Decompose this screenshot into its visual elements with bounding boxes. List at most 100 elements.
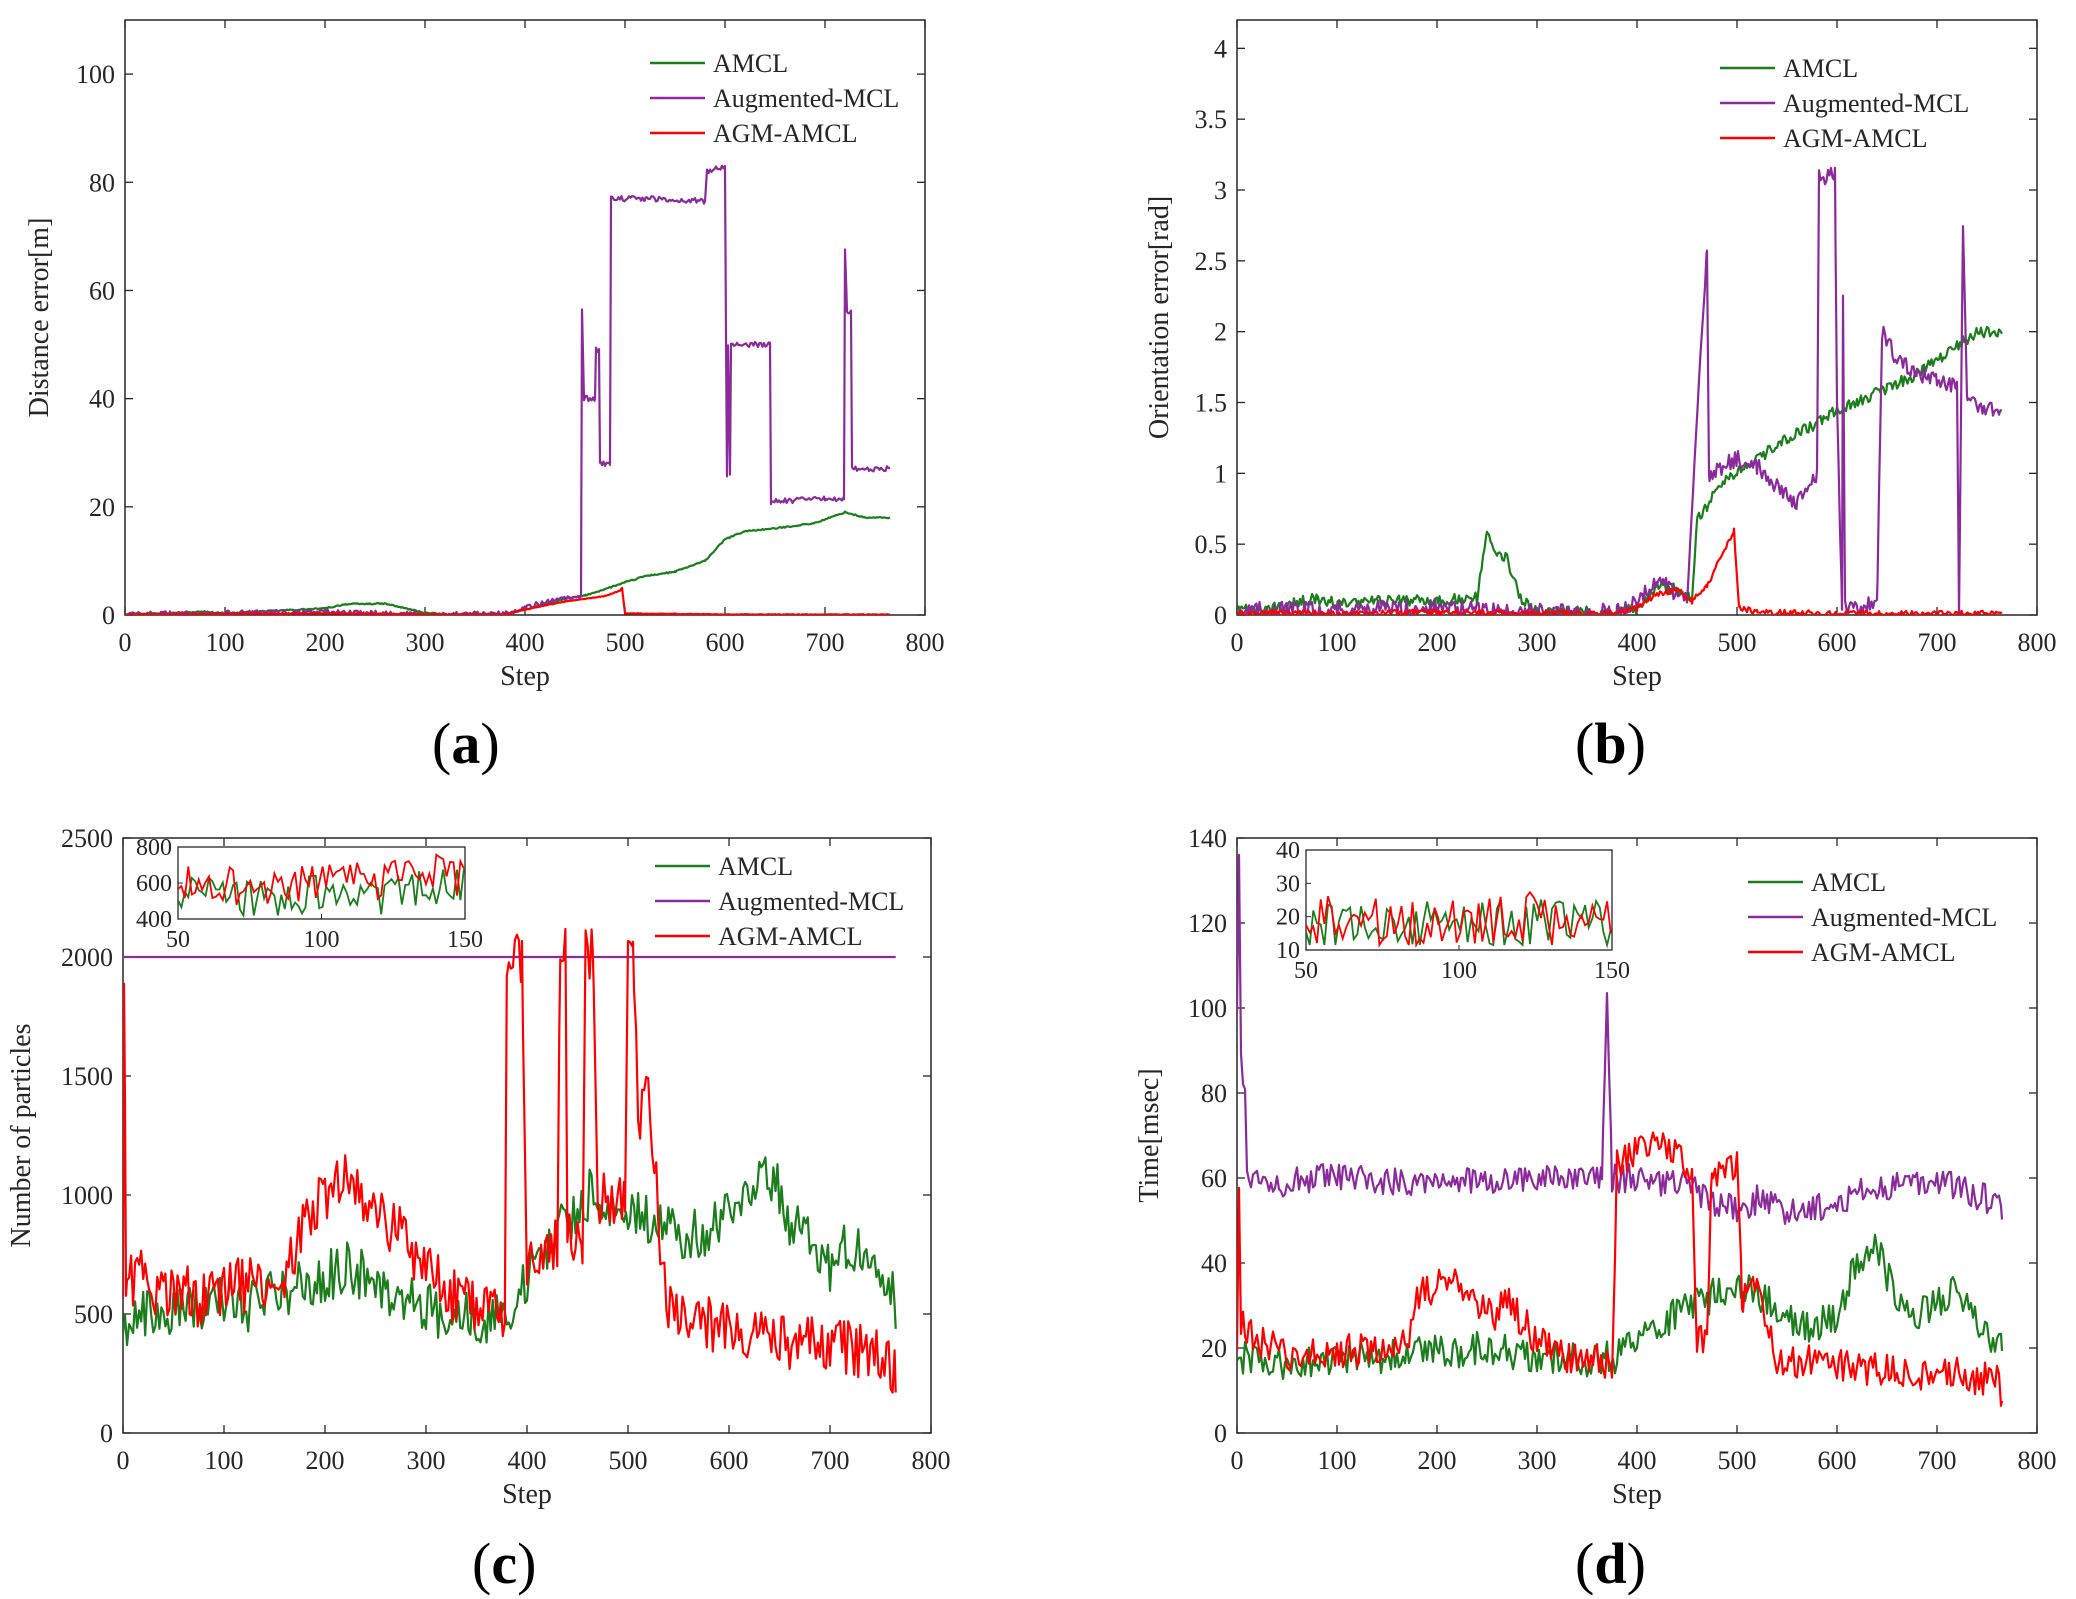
panel-label-b: (b) — [1575, 711, 1646, 776]
y-tick-label: 60 — [89, 276, 115, 305]
inset-series-line-agm-amcl — [1306, 890, 1612, 949]
legend-entry: AGM-AMCL — [1783, 124, 1927, 153]
y-tick-label: 500 — [74, 1300, 113, 1329]
chart-b: 0 100 200 300 400 500 600 700 800 0 0.5 1 1.5 2 2.5 3 3.… — [1144, 19, 2057, 692]
y-tick-label: 2 — [1214, 318, 1227, 347]
y-tick-label: 100 — [1188, 994, 1227, 1023]
x-tick-label: 200 — [306, 628, 345, 657]
x-tick-label: 800 — [2018, 1446, 2057, 1475]
legend-entry: AMCL — [1783, 54, 1858, 83]
x-tick-label: 600 — [1818, 628, 1857, 657]
x-tick-label: 500 — [1718, 628, 1757, 657]
x-tick-label: 300 — [406, 628, 445, 657]
y-tick-label: 0 — [102, 601, 115, 630]
y-tick-label: 1000 — [61, 1181, 113, 1210]
y-axis-label: Number of particles — [6, 1024, 37, 1248]
y-tick-label: 0.5 — [1195, 530, 1228, 559]
inset-series-line-amcl — [1306, 896, 1612, 949]
y-tick-label: 20 — [89, 493, 115, 522]
panel-label-c: (c) — [472, 1531, 537, 1596]
inset-x-tick-label: 150 — [447, 927, 483, 953]
y-axis-label: Time[msec] — [1134, 1068, 1165, 1202]
plot-area-a — [124, 19, 926, 616]
legend-entry: AMCL — [713, 49, 788, 78]
y-tick-label: 40 — [1201, 1249, 1227, 1278]
x-tick-label: 400 — [508, 1446, 547, 1475]
x-tick-label: 100 — [206, 628, 245, 657]
inset-y-tick-label: 30 — [1276, 871, 1300, 897]
inset-y-tick-label: 20 — [1276, 905, 1300, 931]
legend-entry: AGM-AMCL — [713, 119, 857, 148]
series-line-augmented-mcl — [1237, 853, 2004, 1225]
y-tick-label: 2.5 — [1195, 247, 1228, 276]
x-tick-label: 700 — [1918, 628, 1957, 657]
x-tick-label: 400 — [1618, 628, 1657, 657]
panel-label-a: (a) — [432, 711, 500, 776]
series-group-d — [1237, 853, 2004, 1407]
x-tick-label: 400 — [506, 628, 545, 657]
x-tick-label: 700 — [1918, 1446, 1957, 1475]
legend-entry: AGM-AMCL — [1811, 938, 1955, 967]
inset-c: 50 100 150 400 600 800 — [136, 835, 483, 953]
x-tick-label: 100 — [1318, 1446, 1357, 1475]
x-tick-label: 0 — [117, 1446, 130, 1475]
x-tick-label: 200 — [1418, 1446, 1457, 1475]
x-tick-label: 300 — [407, 1446, 446, 1475]
y-tick-label: 3 — [1214, 176, 1227, 205]
x-tick-label: 0 — [119, 628, 132, 657]
y-axis-label: Orientation error[rad] — [1144, 196, 1175, 439]
y-axis-label: Distance error[m] — [24, 218, 55, 418]
y-tick-label: 80 — [89, 168, 115, 197]
series-line-agm-amcl — [1237, 1131, 2004, 1407]
y-tick-label: 2000 — [61, 943, 113, 972]
series-group-c — [123, 927, 897, 1394]
x-tick-label: 500 — [606, 628, 645, 657]
y-tick-label: 2500 — [61, 824, 113, 853]
y-tick-label: 80 — [1201, 1079, 1227, 1108]
x-tick-label: 300 — [1518, 628, 1557, 657]
legend-a: AMCL Augmented-MCL AGM-AMCL — [650, 49, 899, 148]
legend-entry: Augmented-MCL — [718, 887, 904, 916]
y-tick-label: 0 — [1214, 1419, 1227, 1448]
y-tick-label: 40 — [89, 385, 115, 414]
x-tick-label: 100 — [1318, 628, 1357, 657]
inset-y-tick-label: 10 — [1276, 938, 1300, 964]
x-tick-label: 0 — [1231, 1446, 1244, 1475]
y-tick-label: 140 — [1188, 824, 1227, 853]
legend-entry: Augmented-MCL — [713, 84, 899, 113]
series-line-augmented-mcl — [1237, 166, 2003, 615]
chart-c: 0 100 200 300 400 500 600 700 800 0 500 1000 1500 200… — [6, 824, 951, 1510]
x-tick-label: 800 — [912, 1446, 951, 1475]
x-tick-label: 800 — [906, 628, 945, 657]
x-tick-label: 0 — [1231, 628, 1244, 657]
series-group-a — [125, 164, 891, 615]
inset-y-tick-label: 40 — [1276, 838, 1300, 864]
x-tick-label: 700 — [811, 1446, 850, 1475]
x-tick-label: 600 — [1818, 1446, 1857, 1475]
y-tick-label: 100 — [76, 60, 115, 89]
x-axis-label: Step — [502, 1479, 552, 1510]
x-tick-label: 200 — [306, 1446, 345, 1475]
y-tick-label: 1.5 — [1195, 389, 1228, 418]
y-tick-label: 60 — [1201, 1164, 1227, 1193]
x-tick-label: 200 — [1418, 628, 1457, 657]
inset-x-tick-label: 50 — [1294, 958, 1318, 984]
series-line-agm-amcl — [123, 927, 897, 1394]
x-tick-label: 600 — [706, 628, 745, 657]
x-axis-label: Step — [1612, 1479, 1662, 1510]
x-tick-label: 100 — [205, 1446, 244, 1475]
y-tick-label: 3.5 — [1195, 105, 1228, 134]
legend-entry: Augmented-MCL — [1783, 89, 1969, 118]
inset-series-line-agm-amcl — [178, 853, 465, 906]
chart-d: 0 100 200 300 400 500 600 700 800 0 20 40 60 80 100 120… — [1134, 824, 2057, 1510]
y-tick-label: 4 — [1214, 34, 1227, 63]
y-tick-label: 1 — [1214, 459, 1227, 488]
inset-x-tick-label: 100 — [304, 927, 340, 953]
series-line-amcl — [123, 1156, 897, 1347]
x-tick-label: 600 — [710, 1446, 749, 1475]
x-tick-label: 500 — [609, 1446, 648, 1475]
x-tick-label: 300 — [1518, 1446, 1557, 1475]
plot-area-b — [1236, 19, 2038, 616]
x-tick-label: 700 — [806, 628, 845, 657]
